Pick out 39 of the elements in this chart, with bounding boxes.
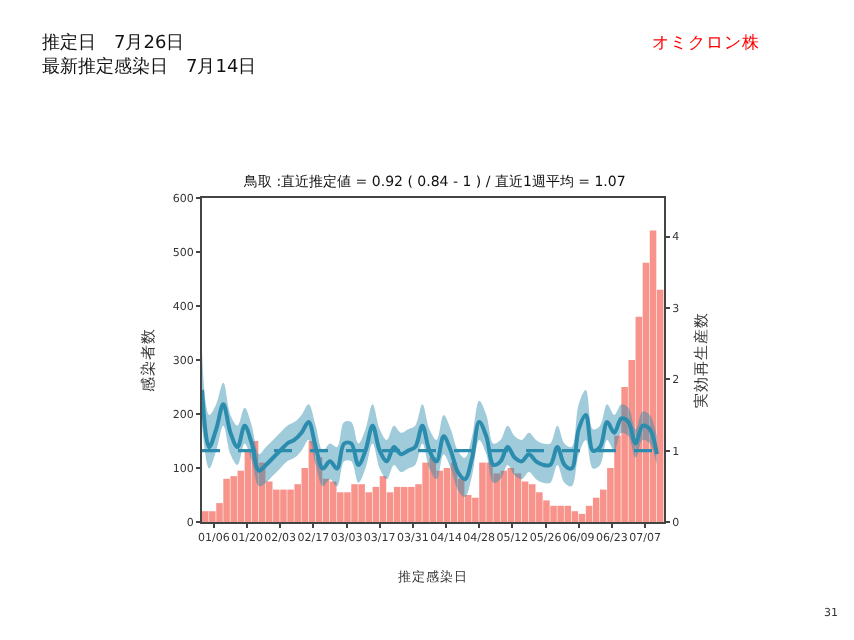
bar [273,489,280,522]
line-series [202,387,659,482]
bar [351,484,358,522]
bar [280,489,287,522]
bar [408,486,415,522]
bar [543,500,550,522]
bar [329,481,337,522]
bar [202,511,209,522]
bar [393,486,401,522]
bar [550,505,557,522]
bar [557,505,564,522]
bar [209,511,216,522]
bar [514,473,522,522]
bar [585,505,593,522]
bar [287,489,294,522]
bar [365,492,373,522]
bar [223,478,230,522]
bar [592,497,600,522]
bar [401,486,408,522]
bar [344,492,351,522]
bar [507,468,515,522]
bar [528,484,536,522]
bar [486,462,493,522]
bar [479,462,486,522]
bar [564,505,572,522]
text: オミクロン株 [652,32,760,54]
bar [521,481,529,522]
bar [230,476,237,522]
bar [358,484,365,522]
bar [536,492,543,522]
bar [571,511,579,522]
bar [429,457,436,522]
chart-title: 推定日 7月26日 [42,32,185,54]
bar [379,476,387,522]
bar [578,513,586,522]
chart-subtitle: 最新推定感染日 7月14日 [42,56,257,78]
bar [443,468,451,522]
bar [500,470,508,522]
bar [422,462,429,522]
